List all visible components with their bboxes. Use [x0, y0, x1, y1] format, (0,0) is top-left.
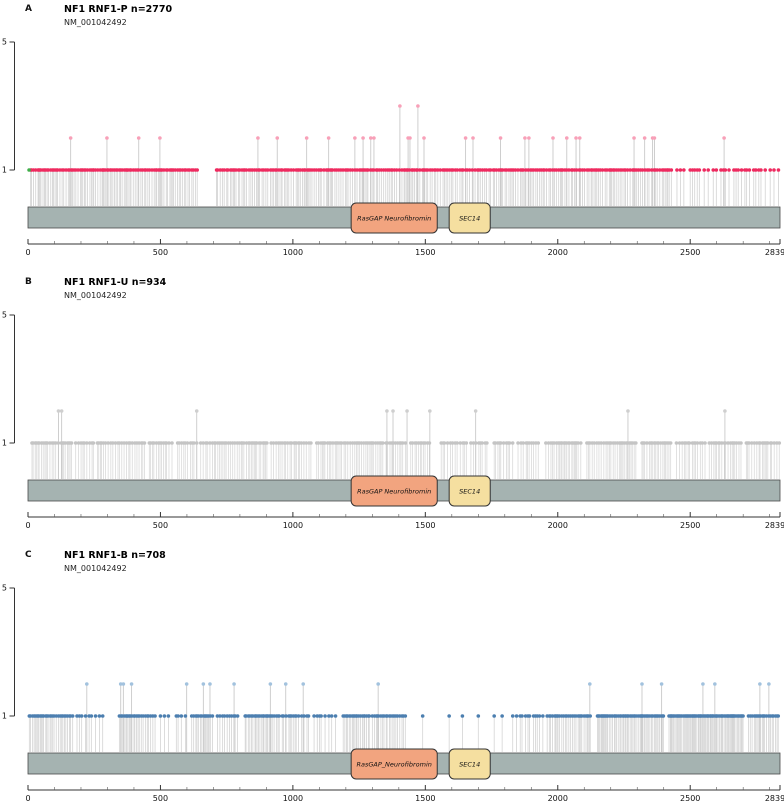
x-tick-label: 1500 — [415, 794, 435, 803]
domain-label: SEC14 — [459, 761, 480, 769]
x-tick-label: 500 — [153, 248, 168, 257]
x-tick-label: 1500 — [415, 521, 435, 530]
domain-box — [350, 202, 438, 234]
panel-title-a: NF1 RNF1-P n=2770 — [64, 4, 173, 15]
y-tick-label: 5 — [2, 584, 7, 593]
x-tick-label: 1000 — [283, 794, 303, 803]
x-tick-label: 1000 — [283, 521, 303, 530]
x-tick-label: 2000 — [548, 521, 568, 530]
y-tick-label: 5 — [2, 38, 7, 47]
panel-title-c: NF1 RNF1-B n=708 — [64, 550, 166, 561]
y-tick-label: 1 — [2, 439, 7, 448]
y-tick-label: 1 — [2, 166, 7, 175]
panel-label-a: A — [25, 4, 32, 14]
panel-header-b: NF1 RNF1-U n=934 NM_001042492 — [64, 277, 166, 301]
mutation-dots — [27, 682, 781, 718]
y-axis: 51 — [2, 584, 15, 721]
domain-label: SEC14 — [459, 215, 480, 223]
x-axis: 0 500 1000 1500 2000 2500 2839 — [25, 785, 784, 803]
domain-label: SEC14 — [459, 488, 480, 496]
x-axis: 0 500 1000 1500 2000 2500 2839 — [25, 239, 784, 257]
x-tick-label: 1000 — [283, 248, 303, 257]
x-tick-label: 2000 — [548, 248, 568, 257]
x-tick-label: 500 — [153, 794, 168, 803]
panel-label-c: C — [25, 550, 32, 560]
x-tick-label: 500 — [153, 521, 168, 530]
domain-box — [350, 748, 438, 780]
panel-subtitle-b: NM_001042492 — [64, 291, 127, 300]
domain-box — [350, 475, 438, 507]
domain-label: RasGAP Neurofibromin — [357, 488, 431, 496]
mutation-stems — [31, 411, 780, 479]
x-tick-label: 2839 — [765, 794, 784, 803]
x-tick-label: 0 — [25, 794, 30, 803]
x-tick-label: 2500 — [680, 248, 700, 257]
mutation-stems — [28, 684, 779, 752]
y-tick-label: 5 — [2, 311, 7, 320]
panel-subtitle-c: NM_001042492 — [64, 564, 127, 573]
domain-box — [448, 748, 491, 780]
y-axis: 51 — [2, 38, 15, 175]
x-tick-label: 2839 — [765, 248, 784, 257]
mutation-dots — [30, 409, 782, 445]
domain-label: RasGAP_Neurofibromin — [356, 761, 431, 769]
panel-header-c: NF1 RNF1-B n=708 NM_001042492 — [64, 550, 166, 574]
y-tick-label: 1 — [2, 712, 7, 721]
panel-header-a: NF1 RNF1-P n=2770 NM_001042492 — [64, 4, 172, 28]
domain-label: RasGAP Neurofibromin — [357, 215, 431, 223]
x-tick-label: 2500 — [680, 794, 700, 803]
x-tick-label: 2000 — [548, 794, 568, 803]
x-tick-label: 2500 — [680, 521, 700, 530]
panel-subtitle-a: NM_001042492 — [64, 18, 127, 27]
panel-title-b: NF1 RNF1-U n=934 — [64, 277, 167, 288]
mutation-stems — [30, 106, 779, 206]
x-tick-label: 1500 — [415, 248, 435, 257]
x-tick-label: 0 — [25, 521, 30, 530]
mutation-dots — [27, 104, 781, 172]
domain-box — [448, 202, 491, 234]
y-axis: 51 — [2, 311, 15, 448]
x-tick-label: 2839 — [765, 521, 784, 530]
x-tick-label: 0 — [25, 248, 30, 257]
special-mutation-dot — [27, 168, 31, 172]
domain-box — [448, 475, 491, 507]
x-axis: 0 500 1000 1500 2000 2500 2839 — [25, 512, 784, 530]
panel-label-b: B — [25, 277, 32, 287]
